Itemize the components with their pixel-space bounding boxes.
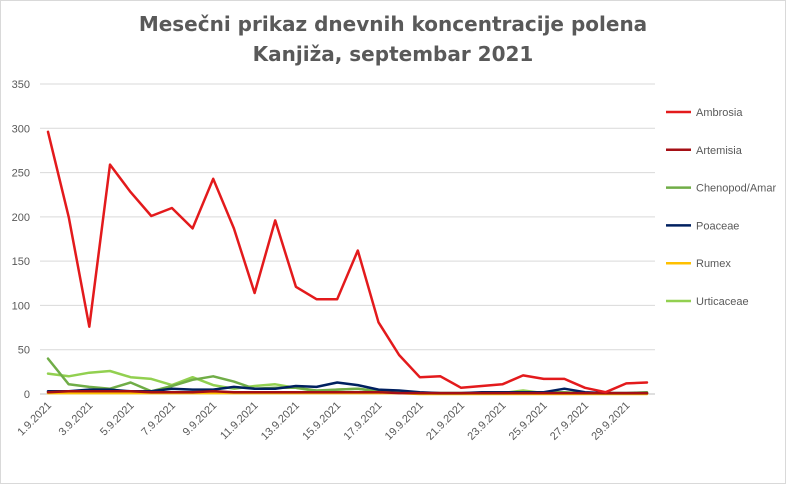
y-tick-label: 250 [12,168,30,180]
y-tick-label: 50 [18,345,30,357]
x-tick-label: 17.9.2021 [342,400,385,443]
y-axis: 0 50 100 150 200 250 300 350 [12,79,30,401]
chart-title: Mesečni prikaz dnevnih koncentracije pol… [138,12,648,36]
x-tick-label: 11.9.2021 [218,400,261,443]
series-line-ambrosia [46,130,649,394]
legend-entry: Poaceae [696,220,739,232]
legend-entry: Rumex [696,258,731,270]
y-tick-label: 300 [12,123,30,135]
y-tick-label: 150 [12,256,30,268]
y-tick-label: 100 [12,300,30,312]
x-tick-label: 15.9.2021 [300,400,343,443]
legend-entry: Ambrosia [696,107,743,119]
x-tick-label: 23.9.2021 [465,400,508,443]
legend-entry: Artemisia [696,145,743,157]
x-tick-label: 5.9.2021 [98,400,137,439]
legend: Ambrosia Artemisia Chenopod/Amar Poaceae Rum… [666,107,776,308]
y-tick-label: 200 [12,212,30,224]
x-tick-label: 13.9.2021 [259,400,302,443]
x-tick-label: 7.9.2021 [139,400,178,439]
x-tick-label: 29.9.2021 [589,400,632,443]
x-tick-label: 25.9.2021 [507,400,550,443]
x-axis: 1.9.2021 3.9.2021 5.9.2021 7.9.2021 9.9.2021… [15,400,632,443]
legend-entry: Urticaceae [696,296,749,308]
series-line-artemisia [46,390,649,395]
legend-entry: Chenopod/Amar [696,183,776,195]
y-tick-label: 350 [12,79,30,91]
x-tick-label: 9.9.2021 [181,400,220,439]
series-lines [46,130,649,396]
x-tick-label: 1.9.2021 [15,400,54,439]
x-tick-label: 21.9.2021 [424,400,467,443]
y-tick-label: 0 [24,389,30,401]
x-tick-label: 3.9.2021 [57,400,96,439]
gridlines [40,83,655,395]
x-tick-label: 27.9.2021 [548,400,591,443]
chart-subtitle: Kanjiža, septembar 2021 [252,42,534,66]
x-tick-label: 19.9.2021 [383,400,426,443]
series-line-chenopod-amar [46,357,649,395]
